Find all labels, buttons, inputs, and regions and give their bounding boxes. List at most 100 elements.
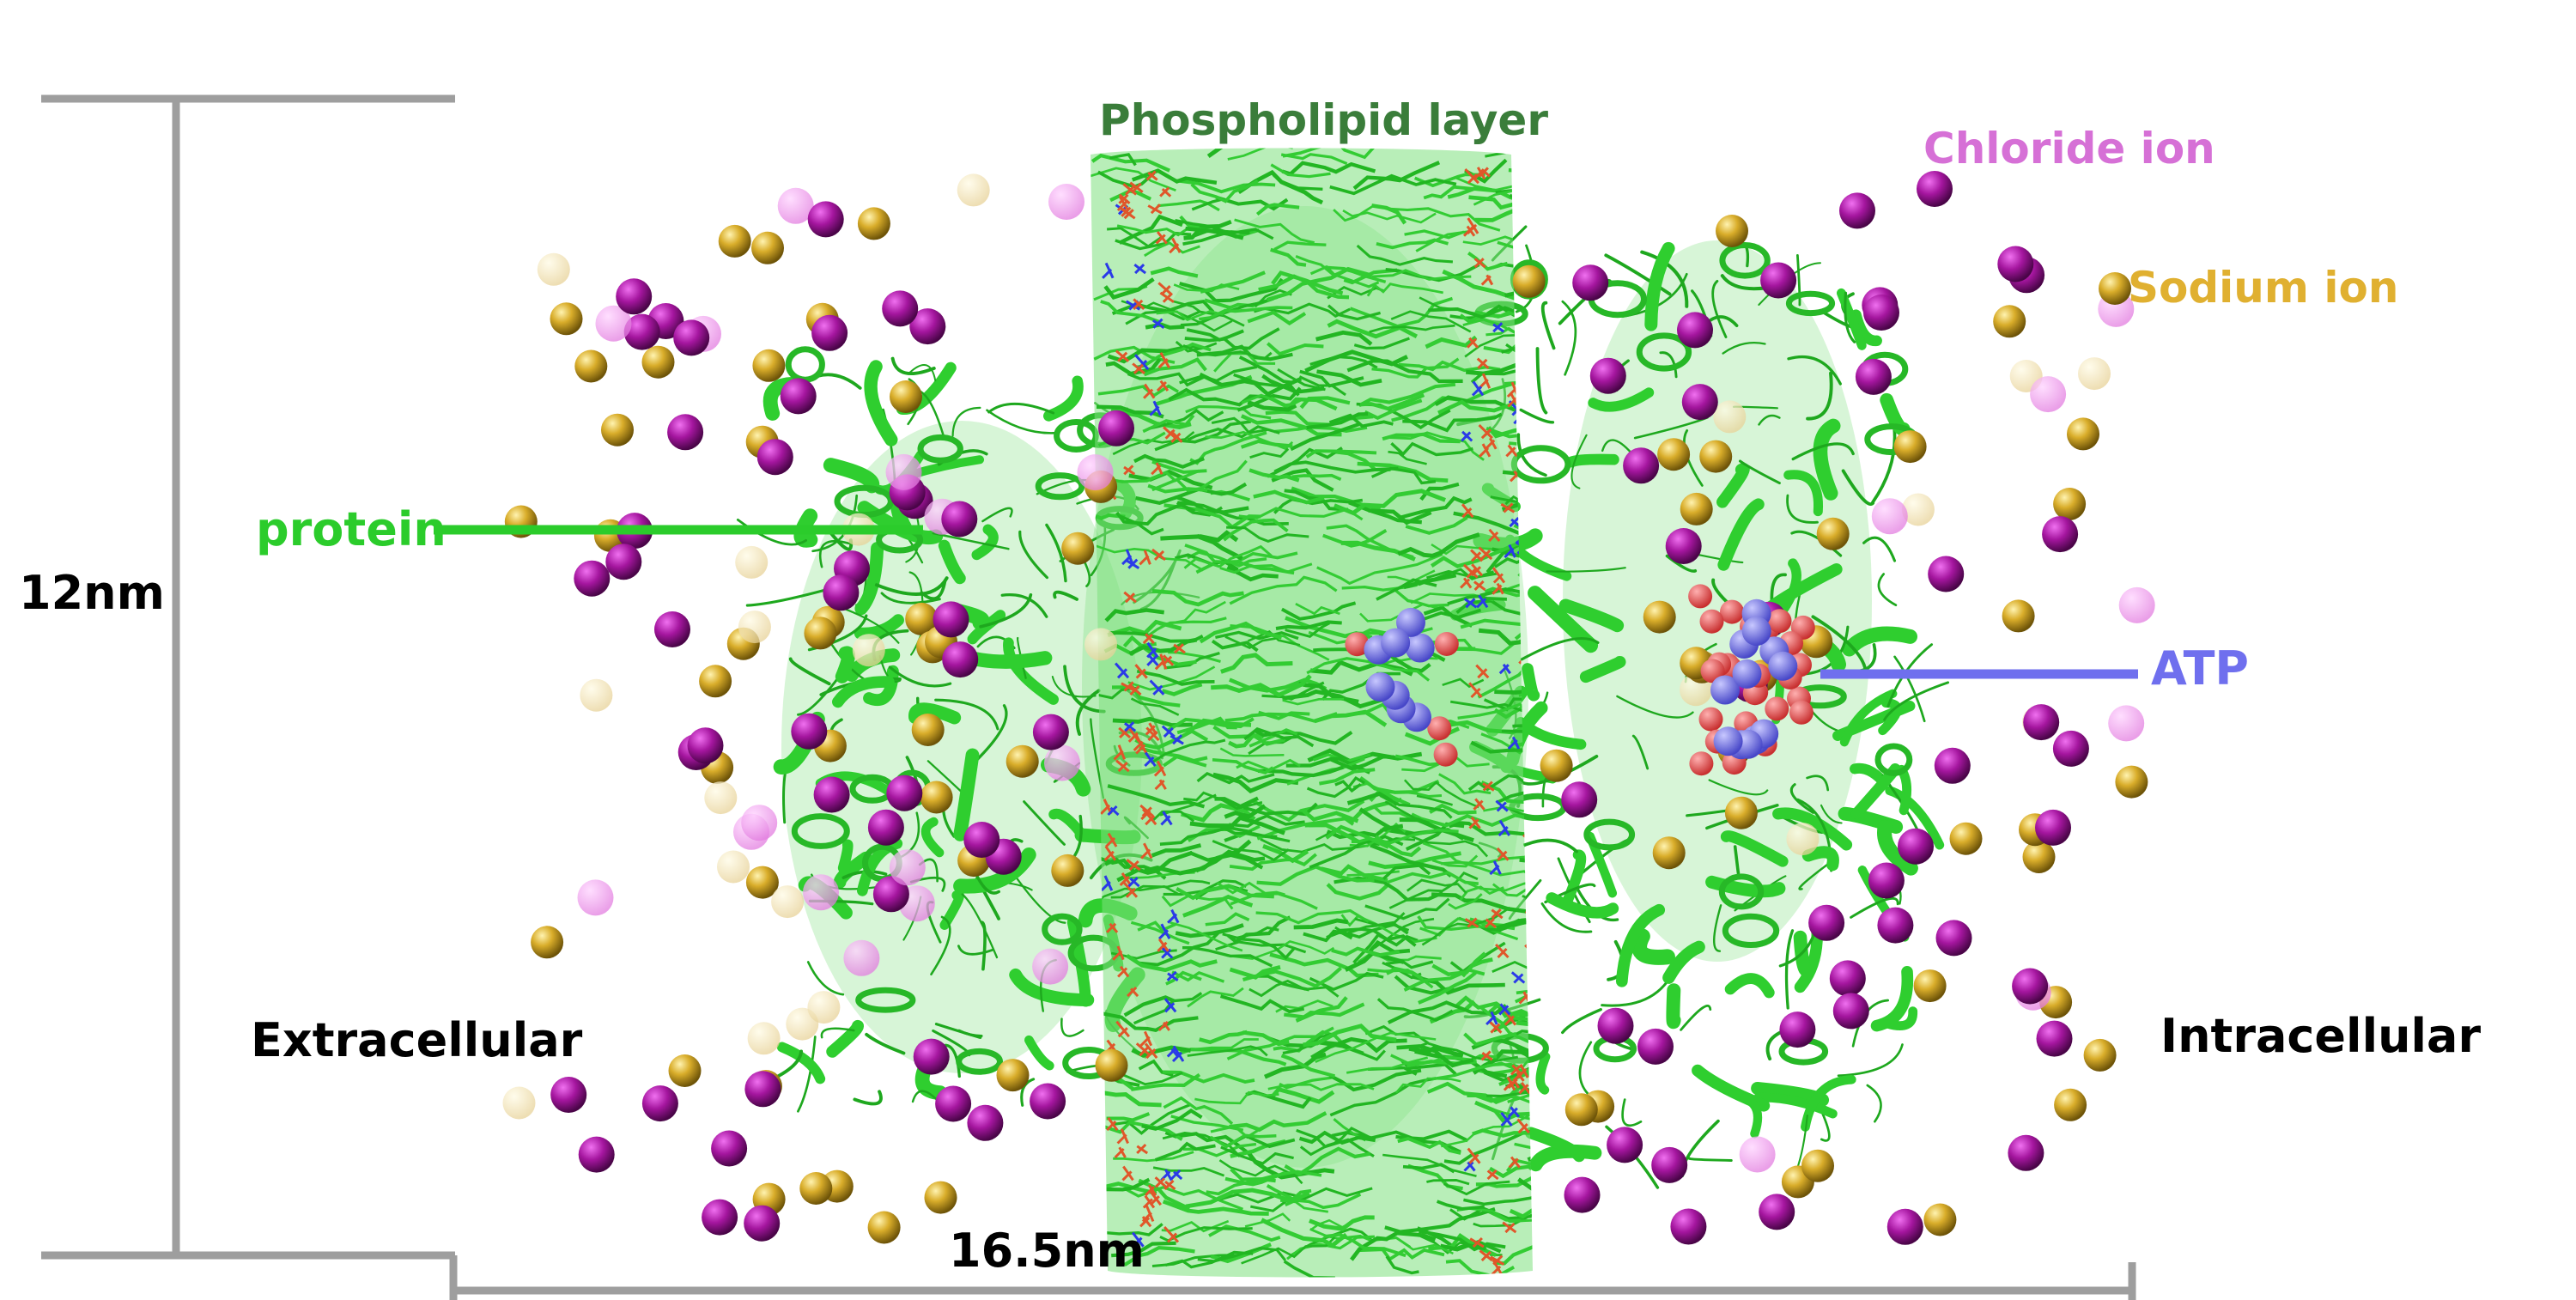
protein-ribbon: [1659, 351, 1678, 379]
lipid-tail: [1309, 835, 1404, 869]
lipid-head-group: [1492, 322, 1505, 333]
atp-oxygen-atom: [1689, 751, 1714, 776]
protein-ribbon: [1604, 253, 1672, 296]
chloride-ion: [741, 805, 778, 841]
sodium-ion: [1893, 430, 1927, 464]
lipid-tail: [1273, 497, 1364, 514]
protein-ribbon: [1713, 904, 1722, 952]
lipid-head-group: [1115, 759, 1130, 773]
lipid-head-group: [1467, 217, 1479, 234]
protein-ribbon: [1023, 800, 1066, 846]
chloride-ion: [1670, 1208, 1707, 1245]
lipid-tail: [1321, 864, 1388, 883]
chloride-ion: [882, 290, 919, 327]
lipid-tail: [1366, 939, 1411, 955]
protein-ribbon: [1842, 626, 1917, 657]
lipid-tail: [1423, 185, 1475, 200]
lipid-head-group: [1116, 196, 1130, 212]
protein-helix: [1718, 873, 1765, 910]
lipid-tail: [1224, 1170, 1286, 1187]
protein-ribbon: [1716, 463, 1750, 508]
lipid-tail: [1196, 533, 1243, 561]
protein-ribbon: [957, 945, 994, 956]
lipid-tail: [1465, 361, 1523, 376]
lipid-head-group: [1475, 664, 1490, 679]
lipid-head-group: [1139, 550, 1151, 566]
chloride-ion: [1934, 747, 1971, 784]
chloride-ion: [1808, 904, 1845, 941]
lipid-head-group: [1157, 1020, 1171, 1032]
sodium-ion: [550, 302, 583, 336]
lipid-head-group: [1507, 736, 1521, 750]
lipid-tail: [1394, 1077, 1461, 1094]
atp-atom: [1741, 617, 1771, 647]
lipid-tail: [1364, 398, 1423, 421]
sodium-ion: [641, 345, 675, 379]
atp-atom: [1405, 633, 1435, 663]
lipid-tail: [1112, 430, 1195, 456]
protein-ribbon: [1546, 567, 1626, 573]
protein-ribbon: [1740, 1093, 1763, 1139]
protein-ribbon: [1733, 845, 1741, 875]
lipid-tail: [1486, 1080, 1533, 1098]
lipid-tail: [1152, 810, 1195, 823]
lipid-tail: [1162, 755, 1207, 768]
protein-ribbon: [1837, 1043, 1904, 1077]
lipid-head-group: [1115, 349, 1130, 362]
chloride-ion: [687, 727, 724, 764]
protein-ribbon: [1687, 1157, 1733, 1162]
protein-ribbon: [1866, 1084, 1882, 1123]
lipid-tail: [1358, 382, 1456, 408]
lipid-tail: [1161, 894, 1234, 910]
lipid-tail: [1333, 489, 1446, 516]
lipid-head-group: [1538, 207, 1548, 222]
chloride-ion: [913, 1038, 950, 1075]
protein-ribbon: [1535, 347, 1548, 415]
lipid-tail: [1270, 247, 1307, 267]
lipid-head-group: [1470, 563, 1484, 577]
lipid-head-group: [1119, 872, 1132, 886]
chloride-ion: [933, 601, 969, 638]
lipid-tail: [1357, 461, 1449, 483]
sodium-ion: [537, 252, 570, 286]
lipid-tail: [1226, 1026, 1334, 1060]
lipid-tail: [1304, 823, 1360, 844]
lipid-head-group: [1505, 444, 1518, 458]
chloride-ion: [574, 560, 611, 597]
protein-ribbon: [863, 665, 899, 706]
protein-ribbon: [934, 1023, 982, 1039]
protein-ribbon: [1811, 615, 1868, 675]
protein-ribbon: [1516, 433, 1547, 477]
lipid-tail: [1131, 1045, 1191, 1058]
lipid-head-group: [1126, 859, 1141, 872]
lipid-tail: [1241, 393, 1302, 407]
lipid-tail: [1134, 728, 1209, 750]
lipid-tail: [1162, 1070, 1255, 1084]
lipid-tail: [1280, 1054, 1336, 1078]
lipid-tail: [1162, 1131, 1241, 1157]
sodium-ion: [807, 991, 841, 1024]
protein-ribbon: [806, 961, 845, 996]
lipid-head-group: [1484, 917, 1497, 929]
protein-helix: [1785, 290, 1836, 317]
lipid-tail: [1142, 414, 1195, 434]
lipid-head-group: [1123, 591, 1137, 604]
lipid-tail: [1148, 409, 1224, 430]
protein-ribbon: [1722, 341, 1766, 355]
lipid-tail: [1275, 620, 1342, 631]
lipid-head-group: [1507, 1106, 1521, 1118]
lipid-tail: [1282, 148, 1375, 160]
lipid-tail: [1212, 772, 1299, 793]
lipid-tail: [1342, 209, 1437, 224]
protein-ribbon: [1793, 930, 1814, 978]
lipid-head-group: [1492, 567, 1506, 584]
lipid-tail: [1467, 774, 1532, 792]
protein-ribbon: [865, 1032, 906, 1055]
lipid-tail: [1273, 425, 1368, 434]
protein-ribbon: [818, 539, 850, 568]
lipid-head-group: [1159, 186, 1172, 197]
chloride-ion: [941, 501, 978, 538]
chloride-ion: [1572, 264, 1609, 301]
lipid-tail: [1273, 173, 1323, 191]
lipid-head-group: [1167, 908, 1180, 924]
